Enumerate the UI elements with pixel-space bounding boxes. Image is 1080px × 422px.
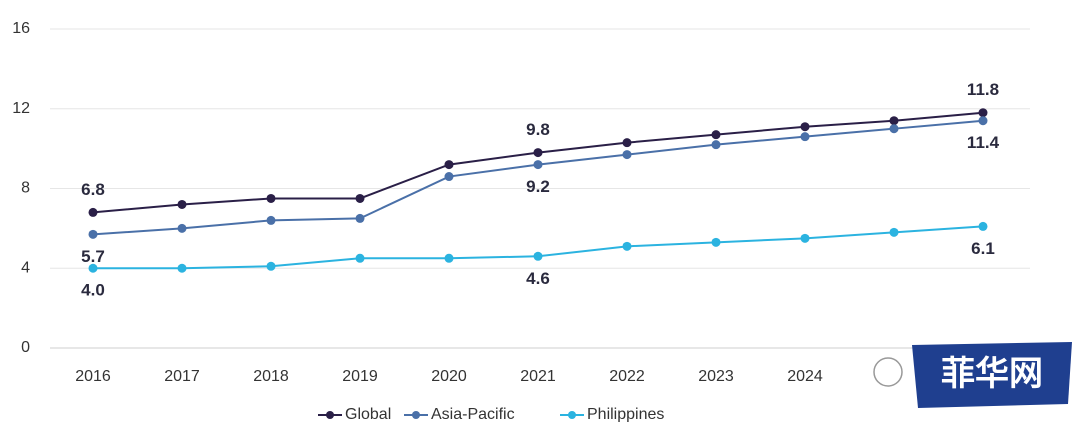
point	[800, 132, 810, 142]
y-tick-label: 8	[21, 180, 30, 197]
legend-label: Philippines	[587, 406, 664, 422]
x-tick-label: 2016	[75, 368, 111, 385]
point	[889, 116, 899, 126]
watermark-icon	[873, 357, 903, 387]
x-tick-label: 2018	[253, 368, 289, 385]
point	[889, 227, 899, 237]
point	[622, 138, 632, 148]
point	[622, 150, 632, 160]
legend-label: Asia-Pacific	[431, 406, 515, 422]
point	[266, 215, 276, 225]
point	[88, 229, 98, 239]
point	[533, 160, 543, 170]
x-tick-label: 2021	[520, 368, 556, 385]
data-label: 11.4	[967, 133, 1000, 152]
point	[177, 223, 187, 233]
legend-label: Global	[345, 406, 391, 422]
point	[355, 253, 365, 263]
watermark-bg	[912, 342, 1072, 408]
legend-marker	[412, 411, 420, 419]
data-label: 11.8	[967, 80, 999, 99]
point	[88, 207, 98, 217]
point	[444, 253, 454, 263]
watermark-badge: 菲华网	[873, 342, 1072, 408]
y-tick-label: 0	[21, 339, 30, 356]
point	[266, 193, 276, 203]
point	[800, 122, 810, 132]
data-label: 4.6	[526, 269, 550, 288]
x-tick-label: 2023	[698, 368, 734, 385]
point	[355, 193, 365, 203]
data-label: 6.1	[971, 239, 995, 258]
x-tick-label: 2017	[164, 368, 200, 385]
point	[711, 140, 721, 150]
point	[177, 199, 187, 209]
point	[533, 148, 543, 158]
point	[88, 263, 98, 273]
y-tick-label: 12	[12, 100, 30, 117]
y-tick-label: 4	[21, 259, 30, 276]
point	[711, 130, 721, 140]
data-label: 6.8	[81, 180, 105, 199]
x-tick-label: 2022	[609, 368, 645, 385]
point	[177, 263, 187, 273]
x-tick-label: 2019	[342, 368, 378, 385]
x-tick-label: 2024	[787, 368, 823, 385]
point	[978, 221, 988, 231]
data-label: 9.8	[526, 120, 550, 139]
point	[266, 261, 276, 271]
point	[444, 172, 454, 182]
legend-marker	[326, 411, 334, 419]
point	[622, 241, 632, 251]
point	[800, 233, 810, 243]
y-tick-label: 16	[12, 20, 30, 37]
data-label: 9.2	[526, 177, 550, 196]
watermark-text: 菲华网	[941, 355, 1043, 393]
point	[978, 116, 988, 126]
point	[711, 237, 721, 247]
point	[355, 213, 365, 223]
data-label: 5.7	[81, 247, 105, 266]
point	[444, 160, 454, 170]
series-line	[93, 225, 984, 270]
x-tick-label: 2020	[431, 368, 467, 385]
legend-marker	[568, 411, 576, 419]
data-label: 4.0	[81, 281, 105, 300]
point	[978, 108, 988, 118]
point	[889, 124, 899, 134]
point	[533, 251, 543, 261]
